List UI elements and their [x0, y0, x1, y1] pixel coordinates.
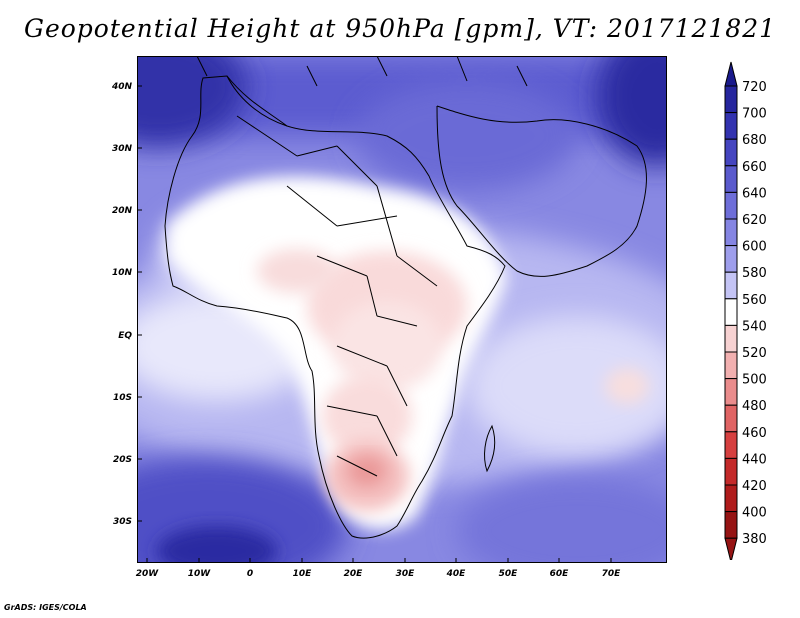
colorbar-swatch	[724, 191, 738, 220]
colorbar-label: 440	[742, 452, 767, 467]
height-field	[137, 56, 667, 563]
map-title: Geopotential Height at 950hPa [gpm], VT:…	[23, 14, 777, 43]
lon-label-20w: 20W	[136, 569, 160, 579]
colorbar-swatch	[724, 165, 738, 193]
lat-label-10n: 10N	[112, 268, 133, 278]
lon-label-20e: 20E	[344, 569, 364, 579]
lat-label-40n: 40N	[111, 82, 133, 92]
colorbar-label: 560	[742, 293, 767, 308]
geopotential-map	[137, 56, 667, 563]
lon-label-40e: 40E	[446, 569, 467, 579]
coastlines	[164, 56, 647, 539]
colorbar-label: 380	[742, 532, 767, 547]
colorbar-label: 640	[742, 186, 767, 201]
lat-label-eq: EQ	[118, 331, 132, 341]
colorbar-swatch	[724, 112, 738, 140]
lon-axis: 20W 10W 0 10E 20E 30E 40E 50E 60E 70E	[136, 569, 622, 579]
colorbar-label: 620	[742, 213, 767, 228]
colorbar-label: 700	[742, 107, 767, 122]
colorbar-label: 520	[742, 346, 767, 361]
colorbar-label: 580	[742, 266, 767, 281]
colorbar-swatch	[724, 218, 738, 247]
colorbar-swatch	[724, 351, 738, 380]
colorbar-label: 660	[742, 160, 767, 175]
colorbar-label: 460	[742, 426, 767, 441]
colorbar-swatch	[724, 138, 738, 167]
lat-label-10s: 10S	[113, 393, 132, 403]
colorbar-bottom-arrow	[724, 537, 738, 560]
colorbar-label: 500	[742, 373, 767, 388]
colorbar-swatch	[724, 85, 738, 114]
lon-label-10w: 10W	[188, 569, 212, 579]
colorbar-swatch	[724, 431, 738, 459]
colorbar-label: 480	[742, 399, 767, 414]
lat-label-30s: 30S	[113, 517, 132, 527]
colorbar-label: 400	[742, 506, 767, 521]
axis-ticks	[137, 85, 612, 563]
colorbar-swatch	[724, 404, 738, 433]
lon-label-10e: 10E	[293, 569, 313, 579]
grads-credit: GrADS: IGES/COLA	[4, 603, 87, 612]
colorbar-swatch	[724, 271, 738, 300]
colorbar-label: 540	[742, 319, 767, 334]
lon-label-60e: 60E	[550, 569, 570, 579]
colorbar-label: 680	[742, 133, 767, 148]
lon-label-70e: 70E	[602, 569, 622, 579]
lat-label-30n: 30N	[112, 144, 133, 154]
lon-label-50e: 50E	[499, 569, 519, 579]
colorbar-swatch	[724, 245, 738, 273]
colorbar-swatch	[724, 298, 738, 326]
colorbar: 720 700 680 660 640 620 600 580 560 540 520 500 480 4…	[724, 61, 767, 560]
lon-label-0: 0	[247, 569, 253, 579]
colorbar-label: 420	[742, 479, 767, 494]
lat-label-20n: 20N	[112, 206, 133, 216]
colorbar-label: 720	[742, 80, 767, 95]
colorbar-swatch	[724, 511, 738, 539]
colorbar-swatch	[724, 484, 738, 513]
lon-label-30e: 30E	[396, 569, 416, 579]
colorbar-swatch	[724, 378, 738, 406]
colorbar-label: 600	[742, 240, 767, 255]
colorbar-top-arrow	[724, 61, 738, 87]
colorbar-swatch	[724, 457, 738, 486]
colorbar-swatch	[724, 324, 738, 353]
lat-axis: 40N 30N 20N 10N EQ 10S 20S 30S	[111, 82, 133, 527]
lat-label-20s: 20S	[113, 455, 132, 465]
